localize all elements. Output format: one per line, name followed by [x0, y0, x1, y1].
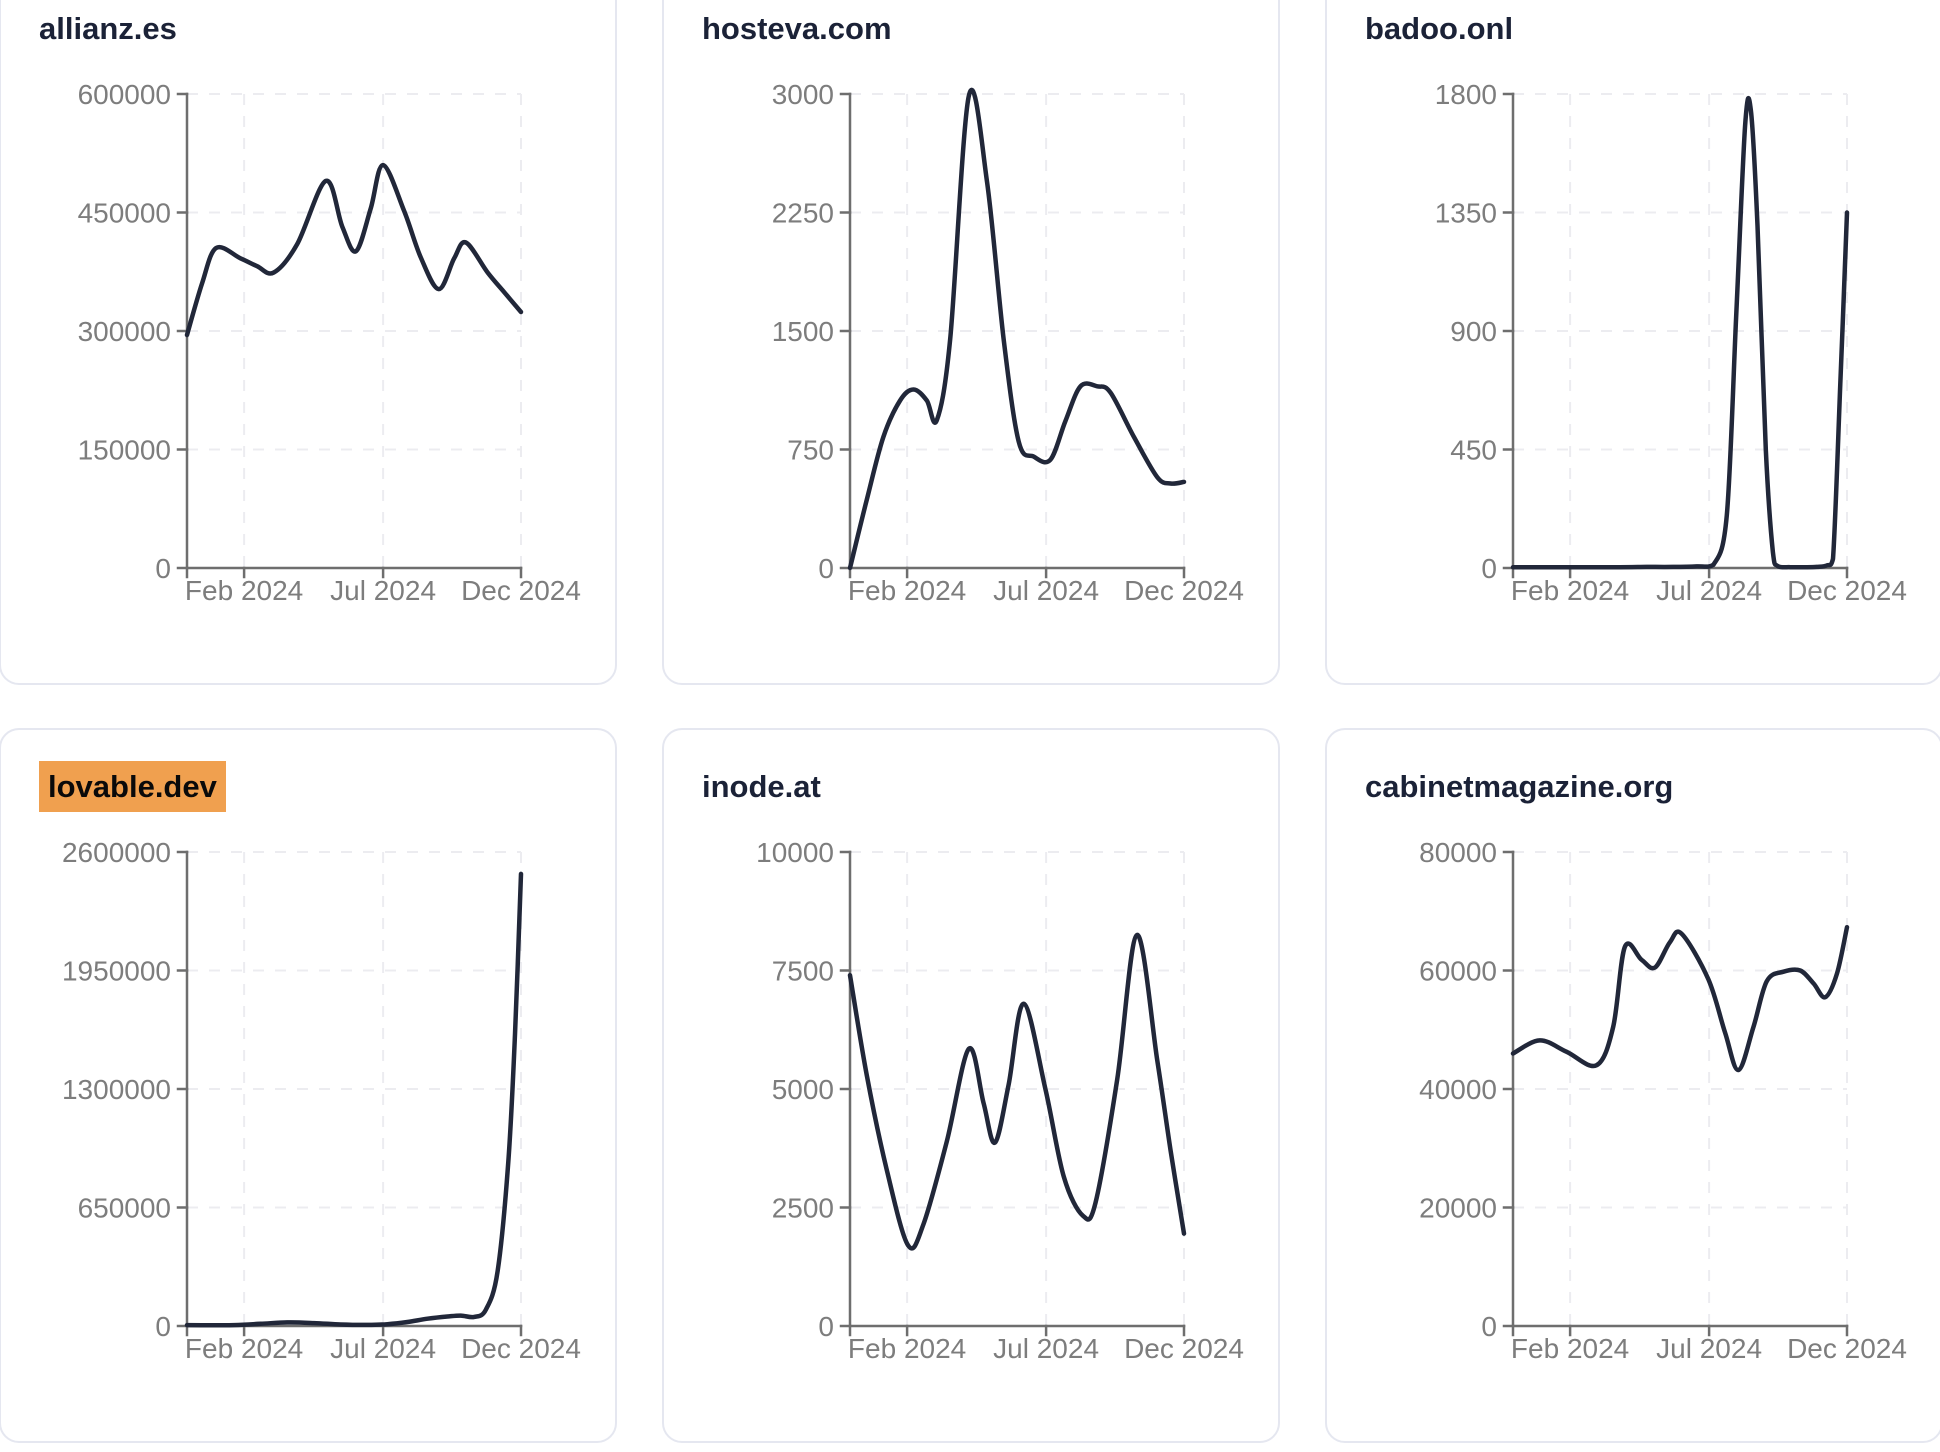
svg-text:Jul 2024: Jul 2024	[330, 1333, 436, 1364]
svg-text:10000: 10000	[756, 837, 834, 868]
svg-text:Feb 2024: Feb 2024	[1511, 575, 1629, 606]
chart-title-row: lovable.dev	[39, 761, 226, 812]
svg-text:Jul 2024: Jul 2024	[993, 575, 1099, 606]
svg-text:0: 0	[1481, 1311, 1497, 1342]
chart-card: cabinetmagazine.org 0 20000 40000 60000 8000…	[1325, 728, 1940, 1443]
svg-text:3000: 3000	[772, 79, 834, 110]
svg-text:750: 750	[787, 434, 834, 465]
svg-text:0: 0	[155, 1311, 171, 1342]
svg-text:Feb 2024: Feb 2024	[185, 1333, 303, 1364]
svg-text:450: 450	[1450, 434, 1497, 465]
line-chart: 0 150000 300000 450000 600000 Feb 2024 Jul 202…	[78, 79, 581, 606]
svg-text:900: 900	[1450, 316, 1497, 347]
svg-text:150000: 150000	[78, 434, 171, 465]
chart-card: badoo.onl 0 450 900 1350 1800 Feb 2024 Jul 202…	[1325, 0, 1940, 685]
svg-text:5000: 5000	[772, 1074, 834, 1105]
svg-text:300000: 300000	[78, 316, 171, 347]
chart-title[interactable]: hosteva.com	[702, 11, 892, 46]
svg-text:1500: 1500	[772, 316, 834, 347]
chart-title-row: badoo.onl	[1365, 11, 1513, 47]
chart-card: hosteva.com 0 750 1500 2250 3000 Feb 2024 Jul …	[662, 0, 1280, 685]
svg-text:0: 0	[155, 553, 171, 584]
svg-text:40000: 40000	[1419, 1074, 1497, 1105]
svg-text:450000: 450000	[78, 197, 171, 228]
svg-text:Dec 2024: Dec 2024	[461, 575, 581, 606]
svg-text:Jul 2024: Jul 2024	[1656, 1333, 1762, 1364]
line-chart: 0 2500 5000 7500 10000 Feb 2024 Jul 2024 Dec 20…	[756, 837, 1244, 1364]
svg-text:Jul 2024: Jul 2024	[1656, 575, 1762, 606]
svg-text:2500: 2500	[772, 1192, 834, 1223]
svg-text:Dec 2024: Dec 2024	[461, 1333, 581, 1364]
chart-title-row: hosteva.com	[702, 11, 892, 47]
line-chart: 0 20000 40000 60000 80000 Feb 2024 Jul 2024 Dec…	[1419, 837, 1907, 1364]
chart-card: lovable.dev 0 650000 1300000 1950000 2600000…	[0, 728, 617, 1443]
line-chart: 0 450 900 1350 1800 Feb 2024 Jul 2024 Dec 2024	[1435, 79, 1907, 606]
chart-card: inode.at 0 2500 5000 7500 10000 Feb 2024 Jul 2…	[662, 728, 1280, 1443]
svg-text:Feb 2024: Feb 2024	[185, 575, 303, 606]
svg-text:1350: 1350	[1435, 197, 1497, 228]
chart-title-row: inode.at	[702, 769, 821, 805]
chart-title[interactable]: inode.at	[702, 769, 821, 804]
chart-title[interactable]: badoo.onl	[1365, 11, 1514, 46]
svg-text:Dec 2024: Dec 2024	[1787, 1333, 1907, 1364]
svg-text:20000: 20000	[1419, 1192, 1497, 1223]
svg-text:0: 0	[1481, 553, 1497, 584]
svg-text:Feb 2024: Feb 2024	[848, 575, 966, 606]
svg-text:2250: 2250	[772, 197, 834, 228]
svg-text:0: 0	[818, 1311, 834, 1342]
svg-text:1800: 1800	[1435, 79, 1497, 110]
line-chart: 0 750 1500 2250 3000 Feb 2024 Jul 2024 Dec 2024	[772, 79, 1244, 606]
svg-text:Jul 2024: Jul 2024	[330, 575, 436, 606]
svg-text:Feb 2024: Feb 2024	[848, 1333, 966, 1364]
svg-text:60000: 60000	[1419, 955, 1497, 986]
svg-text:Dec 2024: Dec 2024	[1787, 575, 1907, 606]
svg-text:Dec 2024: Dec 2024	[1124, 1333, 1244, 1364]
svg-text:0: 0	[818, 553, 834, 584]
svg-text:7500: 7500	[772, 955, 834, 986]
chart-card: allianz.es 0 150000 300000 450000 600000 Feb …	[0, 0, 617, 685]
chart-title-highlighted[interactable]: lovable.dev	[39, 761, 226, 812]
chart-title[interactable]: cabinetmagazine.org	[1365, 769, 1674, 804]
line-chart: 0 650000 1300000 1950000 2600000 Feb 2024 Jul …	[62, 837, 581, 1364]
svg-text:600000: 600000	[78, 79, 171, 110]
svg-text:80000: 80000	[1419, 837, 1497, 868]
chart-title-row: allianz.es	[39, 11, 177, 47]
chart-title-row: cabinetmagazine.org	[1365, 769, 1673, 805]
svg-text:Feb 2024: Feb 2024	[1511, 1333, 1629, 1364]
svg-text:2600000: 2600000	[62, 837, 171, 868]
svg-text:1950000: 1950000	[62, 955, 171, 986]
svg-text:1300000: 1300000	[62, 1074, 171, 1105]
svg-text:Dec 2024: Dec 2024	[1124, 575, 1244, 606]
svg-text:Jul 2024: Jul 2024	[993, 1333, 1099, 1364]
svg-text:650000: 650000	[78, 1192, 171, 1223]
chart-title[interactable]: allianz.es	[39, 11, 177, 46]
